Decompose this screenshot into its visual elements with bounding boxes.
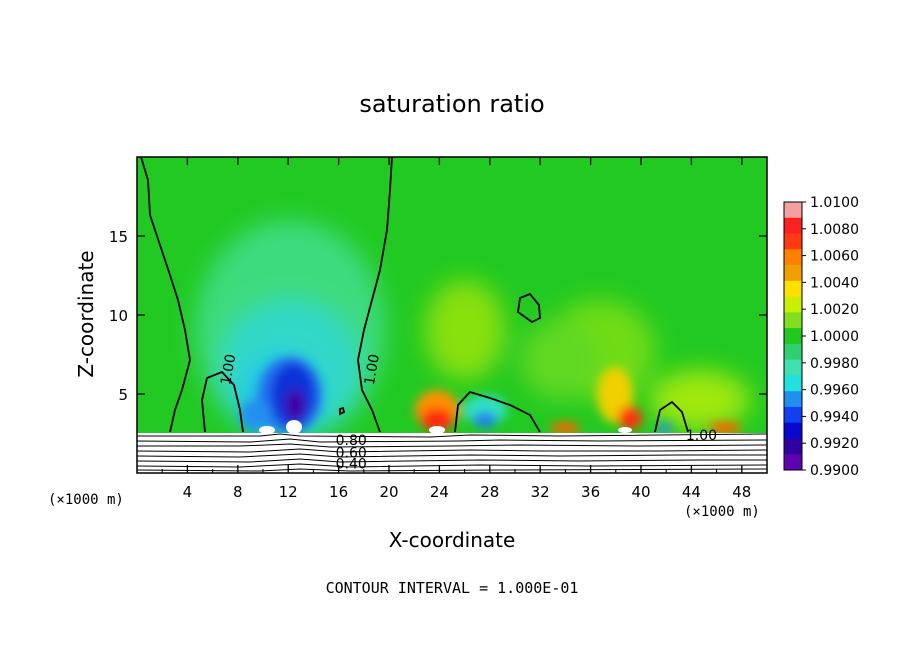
colorbar-tick-label: 0.9960 bbox=[810, 383, 859, 399]
colorbar-swatch bbox=[784, 249, 802, 266]
x-tick-label: 48 bbox=[732, 483, 751, 501]
contour-line bbox=[454, 390, 541, 433]
terrain-contour-line bbox=[137, 453, 767, 458]
field-blob bbox=[520, 320, 600, 400]
field-blob bbox=[240, 399, 270, 431]
colorbar-tick-label: 1.0040 bbox=[810, 275, 859, 291]
contour-label: 1.00 bbox=[218, 353, 239, 386]
colorbar-swatch bbox=[784, 202, 802, 219]
colorbar-tick-label: 1.0020 bbox=[810, 302, 859, 318]
y-tick-label: 10 bbox=[109, 307, 128, 325]
surface-highlight bbox=[286, 420, 302, 434]
y-tick-label: 15 bbox=[109, 228, 128, 246]
colorbar-swatch bbox=[784, 422, 802, 439]
colorbar-tick-label: 0.9920 bbox=[810, 436, 859, 452]
y-axis-label: Z-coordinate bbox=[74, 250, 98, 377]
field-blob bbox=[473, 412, 497, 428]
x-tick-label: 28 bbox=[480, 483, 499, 501]
x-unit-left: (×1000 m) bbox=[48, 492, 124, 508]
contour-line bbox=[654, 400, 689, 433]
x-tick-label: 16 bbox=[329, 483, 348, 501]
terrain-contours bbox=[137, 433, 767, 472]
field-blob bbox=[657, 423, 673, 433]
contour-line bbox=[140, 157, 191, 433]
field-blob bbox=[421, 408, 453, 432]
terrain-contour-line bbox=[137, 443, 767, 448]
colorbar-swatch bbox=[784, 406, 802, 424]
contour-line bbox=[517, 292, 541, 324]
colorbar-tick-label: 1.0080 bbox=[810, 222, 859, 238]
colorbar-swatch bbox=[784, 343, 802, 361]
field-blob bbox=[425, 280, 505, 380]
x-tick-label: 4 bbox=[183, 483, 193, 501]
contour-interval-note: CONTOUR INTERVAL = 1.000E-01 bbox=[326, 579, 579, 597]
contour-label: 0.80 bbox=[336, 433, 367, 449]
colorbar-tick-label: 0.9980 bbox=[810, 356, 859, 372]
terrain-contour-line bbox=[137, 468, 767, 472]
terrain-contour-line bbox=[137, 433, 767, 438]
surface-highlights bbox=[259, 420, 632, 434]
colorbar-tick-label: 0.9900 bbox=[810, 463, 859, 479]
x-tick-label: 32 bbox=[531, 483, 550, 501]
terrain-contour-line bbox=[137, 448, 767, 453]
field-blob bbox=[618, 406, 642, 430]
colorbar-swatch bbox=[784, 391, 802, 408]
colorbar-swatch bbox=[784, 312, 802, 329]
x-tick-label: 20 bbox=[379, 483, 398, 501]
field-blob bbox=[285, 389, 305, 421]
colorbar-swatch bbox=[784, 375, 802, 392]
colorbar-tick-label: 1.0000 bbox=[810, 329, 859, 345]
colorbar: 1.0100 1.0080 1.0060 1.0040 1.0020 1.0000 0.99… bbox=[783, 195, 859, 479]
contour-label: 1.00 bbox=[686, 428, 717, 444]
contour-label: 0.60 bbox=[336, 445, 367, 461]
colorbar-swatch bbox=[784, 265, 802, 282]
contour-1-00 bbox=[140, 157, 689, 433]
contour-labels: 1.00 1.00 1.00 0.800.600.40 bbox=[218, 353, 717, 473]
terrain-contour-line bbox=[137, 458, 767, 463]
y-tick-label: 5 bbox=[118, 386, 128, 404]
colorbar-swatch bbox=[784, 233, 802, 250]
x-unit-right: (×1000 m) bbox=[684, 504, 760, 520]
field-blob bbox=[550, 422, 580, 434]
colorbar-swatch bbox=[784, 438, 802, 455]
x-axis-ticks: 4 8 12 16 20 24 28 32 36 40 44 48 bbox=[161, 157, 751, 501]
chart-title: saturation ratio bbox=[359, 90, 544, 118]
surface-highlight bbox=[259, 426, 275, 434]
contour-line bbox=[201, 370, 244, 433]
x-tick-label: 24 bbox=[430, 483, 449, 501]
contour-label: 1.00 bbox=[362, 353, 383, 386]
field-blob bbox=[650, 370, 750, 430]
contour-line bbox=[339, 406, 346, 416]
x-tick-label: 40 bbox=[631, 483, 650, 501]
y-axis-ticks: 5 10 15 bbox=[109, 228, 767, 404]
colorbar-tick-label: 1.0100 bbox=[810, 195, 859, 211]
contour-label: 0.40 bbox=[336, 457, 367, 473]
colorbar-swatch bbox=[784, 280, 802, 298]
colorbar-swatch bbox=[784, 217, 802, 235]
colorbar-swatch bbox=[784, 296, 802, 313]
x-tick-label: 12 bbox=[279, 483, 298, 501]
colorbar-swatch bbox=[784, 454, 802, 471]
surface-highlight bbox=[618, 427, 632, 433]
heatmap-field bbox=[137, 157, 767, 473]
surface-highlight bbox=[429, 426, 445, 434]
x-tick-label: 8 bbox=[233, 483, 243, 501]
x-tick-label: 36 bbox=[581, 483, 600, 501]
contour-line bbox=[357, 157, 393, 433]
colorbar-tick-label: 0.9940 bbox=[810, 409, 859, 425]
colorbar-swatch bbox=[784, 328, 802, 345]
terrain-contour-line bbox=[137, 438, 767, 443]
colorbar-tick-label: 1.0060 bbox=[810, 249, 859, 265]
x-tick-label: 44 bbox=[682, 483, 701, 501]
field-blob bbox=[709, 422, 741, 434]
x-axis-label: X-coordinate bbox=[389, 528, 516, 552]
field-blobs-sharp bbox=[240, 357, 741, 434]
terrain-band bbox=[137, 433, 767, 473]
colorbar-swatch bbox=[784, 359, 802, 376]
